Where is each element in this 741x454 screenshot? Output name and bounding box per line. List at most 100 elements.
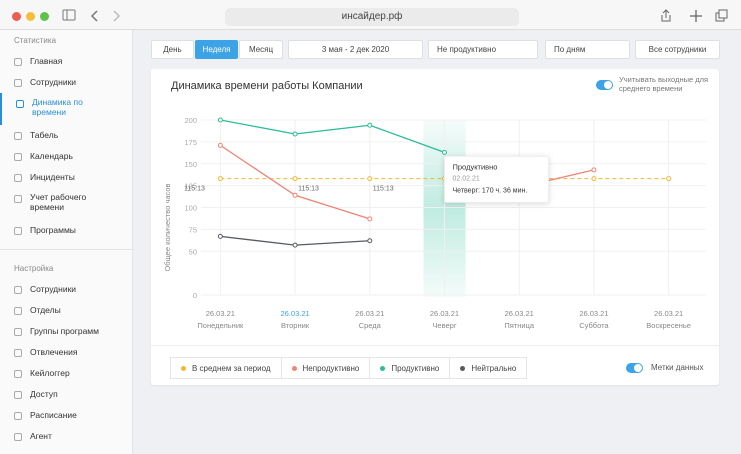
legend-item[interactable]: Продуктивно <box>369 358 449 378</box>
data-point <box>442 149 447 155</box>
legend-swatch <box>380 365 386 371</box>
nav-label: Агент <box>30 431 52 441</box>
legend-label: Нейтрально <box>471 363 517 373</box>
tooltip-title: Продуктивно <box>453 162 498 171</box>
period-button[interactable]: Месяц <box>239 40 283 59</box>
tooltip-text: Четверг: 170 ч. 36 мин. <box>453 187 528 194</box>
nav-item[interactable]: Учет рабочего времени <box>0 188 110 220</box>
nav-icon <box>14 391 22 399</box>
x-tick-sublabel: Чеверг <box>432 321 456 330</box>
grouping-select[interactable]: По дням <box>545 40 630 59</box>
nav-icon <box>14 307 22 315</box>
nav-label: Доступ <box>30 389 58 399</box>
nav-icon <box>14 328 22 336</box>
weekend-toggle[interactable] <box>596 80 613 90</box>
chart-card: Динамика времени работы Компании Учитыва… <box>151 69 719 385</box>
x-tick-sublabel: Среда <box>359 321 382 330</box>
nav-icon <box>14 370 22 378</box>
data-point <box>591 176 597 182</box>
data-point <box>292 192 298 198</box>
nav-item[interactable]: Группы программ <box>0 321 132 342</box>
nav-icon <box>14 412 22 420</box>
x-tick-sublabel: Пятница <box>504 321 535 330</box>
x-tick-sublabel: Воскресенье <box>646 321 691 330</box>
nav-icon <box>14 58 22 66</box>
nav-icon <box>14 227 22 235</box>
nav-item[interactable]: Программы <box>0 220 132 241</box>
nav-item[interactable]: Инциденты <box>0 167 132 188</box>
nav-item[interactable]: Главная <box>0 51 132 72</box>
url-bar[interactable]: инсайдер.рф <box>225 8 519 26</box>
y-tick-label: 0 <box>193 291 197 300</box>
weekend-toggle-label: Учитывать выходные для среднего времени <box>619 75 709 93</box>
nav-icon <box>14 195 22 203</box>
data-labels-toggle[interactable] <box>626 363 643 373</box>
x-tick-sublabel: Суббота <box>579 321 609 330</box>
x-tick-label: 26.03.21 <box>355 309 384 318</box>
data-point <box>367 238 373 244</box>
close[interactable] <box>12 12 21 21</box>
nav-item[interactable]: Агент <box>0 426 132 447</box>
data-point <box>367 216 373 222</box>
nav-item[interactable]: Отделы <box>0 300 132 321</box>
nav-item[interactable]: Отвлечения <box>0 342 132 363</box>
y-tick-label: 100 <box>184 204 197 213</box>
legend-label: Непродуктивно <box>302 363 360 373</box>
data-point <box>367 176 373 182</box>
legend-item[interactable]: Непродуктивно <box>280 358 370 378</box>
nav-icon <box>14 153 22 161</box>
nav-label: Инциденты <box>30 172 75 182</box>
data-point <box>292 131 298 137</box>
nav-label: Табель <box>30 130 59 140</box>
nav-item[interactable]: Табель <box>0 125 132 146</box>
nav-label: Группы программ <box>30 326 99 336</box>
nav-label: Динамика по времени <box>32 97 83 117</box>
nav-item[interactable]: Кейлоггер <box>0 363 132 384</box>
nav-icon <box>14 433 22 441</box>
nav-label: Учет рабочего времени <box>30 192 87 212</box>
y-tick-label: 75 <box>189 225 197 234</box>
legend-item[interactable]: Нейтрально <box>449 358 526 378</box>
x-tick-label: 26.03.21 <box>505 309 534 318</box>
data-labels-label: Метки данных <box>651 363 704 372</box>
legend-item[interactable]: В среднем за период <box>171 358 281 378</box>
nav-icon <box>14 286 22 294</box>
date-range[interactable]: 3 мая - 2 дек 2020 <box>288 40 423 59</box>
chart: 0 50 75 100 125 150 175 200 26.03.21 Понедельник 2… <box>163 116 706 330</box>
data-point <box>217 233 223 239</box>
period-button[interactable]: Неделя <box>195 40 238 59</box>
legend-swatch <box>291 365 297 371</box>
zoom[interactable] <box>40 12 49 21</box>
nav-item[interactable]: Доступ <box>0 384 132 405</box>
nav-item[interactable]: Динамика по времени <box>0 93 110 125</box>
avg-label: 115:13 <box>184 186 205 193</box>
y-axis-label: Общее количество часов <box>163 183 172 271</box>
nav-label: Отвлечения <box>30 347 78 357</box>
employees-button[interactable]: Все сотрудники <box>635 40 720 59</box>
nav-icon <box>14 79 22 87</box>
avg-label: 115:13 <box>373 186 394 193</box>
nav-item[interactable]: Сотрудники <box>0 72 132 93</box>
y-tick-label: 50 <box>189 247 197 256</box>
filter-select[interactable]: Не продуктивно <box>428 40 538 59</box>
data-point <box>591 167 597 173</box>
nav-item[interactable]: Расписание <box>0 405 132 426</box>
tooltip <box>444 155 549 203</box>
divider <box>151 345 719 346</box>
nav-item[interactable]: Сотрудники <box>0 279 132 300</box>
nav-label: Кейлоггер <box>30 368 70 378</box>
y-tick-label: 200 <box>184 116 197 125</box>
nav-label: Главная <box>30 56 63 66</box>
nav-icons <box>62 9 121 22</box>
browser-actions <box>661 9 728 22</box>
legend: В среднем за период Непродуктивно Продукти… <box>170 357 528 379</box>
minimize[interactable] <box>26 12 35 21</box>
section-title: Настройка <box>14 264 54 273</box>
x-tick-label: 26.03.21 <box>654 309 683 318</box>
nav-item[interactable]: Календарь <box>0 146 132 167</box>
section-title: Статистика <box>14 36 57 45</box>
avg-label: 115:13 <box>298 186 319 193</box>
x-tick-sublabel: Понедельник <box>197 321 244 330</box>
period-button[interactable]: День <box>151 40 194 59</box>
